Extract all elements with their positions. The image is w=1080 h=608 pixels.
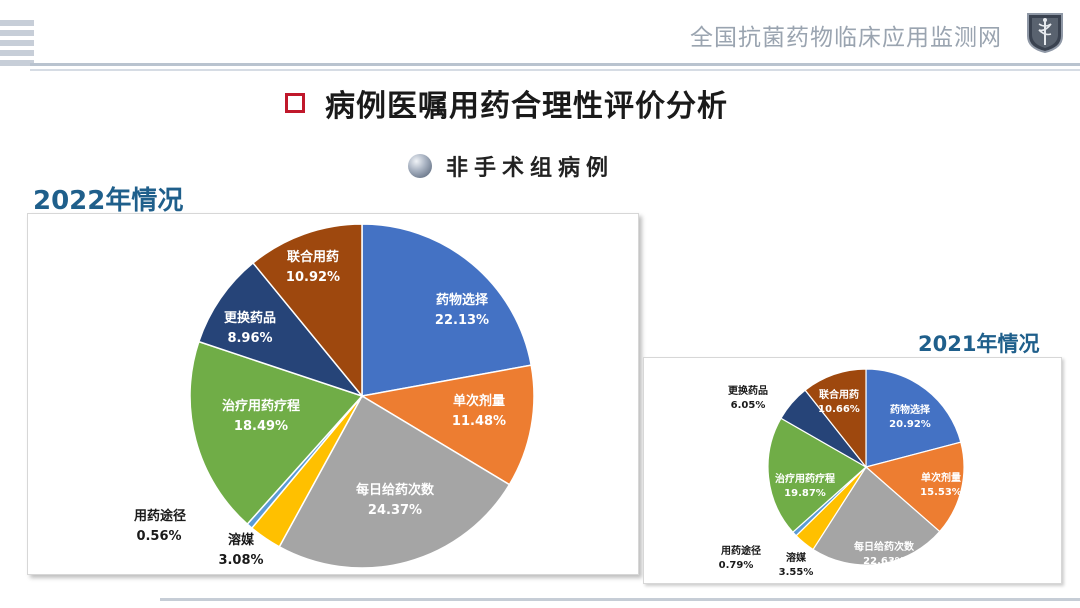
slice-label-drug-choice: 药物选择: [436, 292, 489, 308]
slice-label-daily-frequency: 每日给药次数: [356, 482, 435, 498]
subtitle-row: 非手术组病例: [408, 150, 614, 182]
page-title-row: 病例医嘱用药合理性评价分析: [285, 80, 728, 126]
chart-2022-title: 2022年情况: [33, 186, 184, 216]
slice-label-drug-choice: 药物选择: [890, 403, 931, 416]
slice-value-course: 19.87%: [784, 488, 826, 499]
sphere-bullet-icon: [408, 154, 432, 178]
slice-value-drug-switch: 6.05%: [731, 400, 766, 411]
slice-value-course: 18.49%: [234, 419, 288, 434]
footer-divider: [160, 598, 1080, 601]
slice-label-daily-frequency: 每日给药次数: [854, 540, 915, 553]
pie-slice-combination: [251, 223, 363, 399]
slice-label-drug-switch: 更换药品: [224, 310, 276, 326]
slice-value-route: 0.79%: [719, 560, 754, 571]
pie-chart-2022: 药物选择 22.13% 单次剂量 11.48% 每日给药次数 24.37% 溶媒 3.08% 用…: [133, 223, 535, 569]
slice-label-course: 治疗用药疗程: [222, 398, 300, 414]
title-bullet-icon: [285, 93, 305, 113]
header-divider-thin: [30, 69, 1080, 71]
pie-slice-drug-choice: [865, 368, 962, 468]
chart-2021-title: 2021年情况: [918, 332, 1040, 356]
subtitle: 非手术组病例: [446, 155, 615, 181]
pie-slice-combination: [804, 368, 867, 469]
slice-label-single-dose: 单次剂量: [453, 393, 505, 409]
org-name: 全国抗菌药物临床应用监测网: [690, 25, 1002, 51]
slice-label-drug-switch: 更换药品: [728, 384, 768, 397]
slice-value-single-dose: 11.48%: [452, 414, 506, 429]
slice-label-single-dose: 单次剂量: [921, 471, 961, 484]
pie-slice-single-dose: [864, 441, 965, 533]
slice-value-drug-choice: 20.92%: [889, 419, 931, 430]
slice-label-combination: 联合用药: [819, 388, 859, 401]
slice-label-solvent: 溶媒: [786, 551, 807, 564]
slice-label-combination: 联合用药: [287, 249, 339, 265]
pie-slice-course: [767, 417, 868, 534]
pie-slice-single-dose: [359, 364, 535, 486]
slice-value-daily-frequency: 22.63%: [863, 556, 905, 567]
pie-slice-drug-choice: [361, 223, 533, 397]
header-bar: 全国抗菌药物临床应用监测网: [0, 0, 1080, 78]
slice-value-drug-switch: 8.96%: [227, 331, 272, 346]
pie-slice-course: [189, 340, 364, 526]
slice-value-single-dose: 15.53%: [920, 487, 962, 498]
slice-value-combination: 10.66%: [818, 404, 860, 415]
slice-value-daily-frequency: 24.37%: [368, 503, 422, 518]
slice-value-route: 0.56%: [136, 529, 181, 544]
pie-chart-2021: 药物选择 20.92% 单次剂量 15.53% 每日给药次数 22.63% 溶媒 3.55% 用…: [719, 368, 965, 578]
chart-2021-frame: 药物选择 20.92% 单次剂量 15.53% 每日给药次数 22.63% 溶媒 3.55% 用…: [643, 357, 1062, 584]
network-logo-icon: [1027, 13, 1063, 54]
slice-value-combination: 10.92%: [286, 270, 340, 285]
pie-slice-daily-frequency: [812, 466, 941, 566]
pie-slice-drug-switch: [197, 261, 365, 398]
chart-2022-frame: 药物选择 22.13% 单次剂量 11.48% 每日给药次数 24.37% 溶媒 3.08% 用…: [27, 213, 639, 575]
header-stripes-decoration: [0, 20, 34, 80]
slice-value-solvent: 3.08%: [218, 553, 263, 568]
slice-label-route: 用药途径: [133, 508, 186, 524]
slice-value-solvent: 3.55%: [779, 567, 814, 578]
slice-label-course: 治疗用药疗程: [775, 472, 835, 485]
header-divider: [30, 63, 1080, 66]
slice-label-solvent: 溶媒: [228, 532, 255, 548]
slice-value-drug-choice: 22.13%: [435, 313, 489, 328]
page-title: 病例医嘱用药合理性评价分析: [325, 89, 728, 124]
slice-label-route: 用药途径: [720, 544, 761, 557]
pie-slice-daily-frequency: [278, 394, 511, 569]
